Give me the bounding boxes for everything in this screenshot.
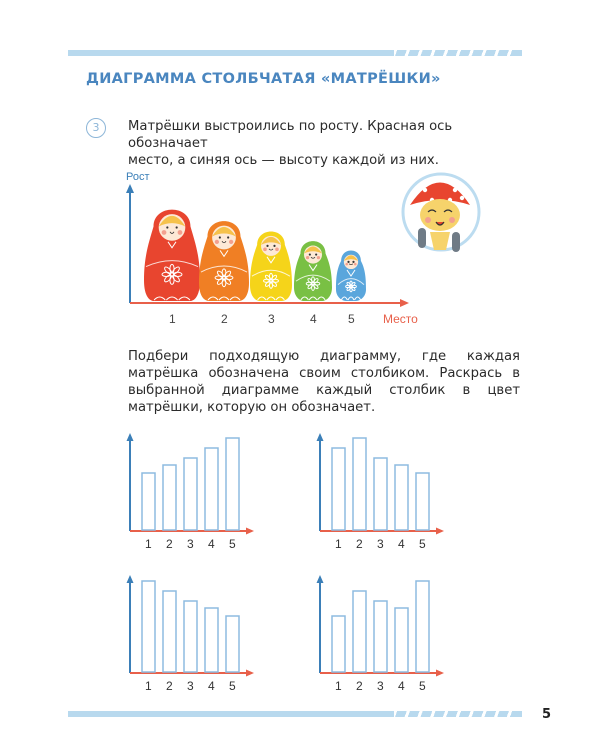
bar-4[interactable] bbox=[394, 464, 409, 531]
bar-label-5: 5 bbox=[229, 537, 236, 551]
matryoshka-doll-1 bbox=[144, 209, 200, 301]
bar-4[interactable] bbox=[394, 607, 409, 673]
y-axis-label: Рост bbox=[126, 171, 150, 183]
bar-label-3: 3 bbox=[187, 679, 194, 693]
bar-4[interactable] bbox=[204, 607, 219, 673]
x-axis-arrow-icon bbox=[246, 669, 254, 677]
bar-2[interactable] bbox=[162, 590, 177, 673]
task-intro-line-2: место, а синяя ось — высоту каждой из ни… bbox=[128, 153, 439, 168]
bar-label-2: 2 bbox=[356, 679, 363, 693]
bar-label-1: 1 bbox=[145, 537, 152, 551]
y-axis-arrow-icon bbox=[316, 433, 324, 441]
bar-label-4: 4 bbox=[398, 679, 405, 693]
matryoshka-doll-5 bbox=[336, 250, 366, 301]
bar-5[interactable] bbox=[225, 437, 240, 531]
bar-3[interactable] bbox=[373, 600, 388, 673]
bar-label-5: 5 bbox=[229, 679, 236, 693]
bar-label-1: 1 bbox=[145, 679, 152, 693]
bar-label-4: 4 bbox=[208, 537, 215, 551]
x-axis-label: Место bbox=[383, 312, 418, 326]
place-label-3: 3 bbox=[268, 312, 275, 326]
page-title: ДИАГРАММА СТОЛБЧАТАЯ «МАТРЁШКИ» bbox=[86, 71, 441, 87]
task-intro: Матрёшки выстроились по росту. Красная о… bbox=[128, 118, 528, 169]
bar-label-4: 4 bbox=[398, 537, 405, 551]
mascot-cat-icon bbox=[401, 172, 481, 252]
bar-4[interactable] bbox=[204, 447, 219, 531]
page-number: 5 bbox=[542, 707, 552, 722]
bar-1[interactable] bbox=[331, 447, 346, 531]
bar-label-2: 2 bbox=[166, 537, 173, 551]
bar-5[interactable] bbox=[225, 615, 240, 673]
bar-label-3: 3 bbox=[187, 537, 194, 551]
footer-stripe bbox=[68, 711, 522, 717]
matryoshka-doll-2 bbox=[199, 221, 249, 301]
bar-label-2: 2 bbox=[166, 679, 173, 693]
bar-2[interactable] bbox=[352, 590, 367, 673]
bar-label-5: 5 bbox=[419, 679, 426, 693]
bar-5[interactable] bbox=[415, 580, 430, 673]
bar-5[interactable] bbox=[415, 472, 430, 531]
task-number-badge: 3 bbox=[86, 118, 106, 138]
place-label-4: 4 bbox=[310, 312, 317, 326]
bar-label-3: 3 bbox=[377, 679, 384, 693]
bar-label-1: 1 bbox=[335, 537, 342, 551]
bar-3[interactable] bbox=[183, 457, 198, 531]
task-intro-line-1: Матрёшки выстроились по росту. Красная о… bbox=[128, 119, 453, 151]
bar-3[interactable] bbox=[183, 600, 198, 673]
matryoshka-doll-3 bbox=[250, 231, 292, 301]
header-stripe-pattern bbox=[394, 50, 512, 56]
place-label-1: 1 bbox=[169, 312, 176, 326]
bar-2[interactable] bbox=[352, 437, 367, 531]
place-label-5: 5 bbox=[348, 312, 355, 326]
bar-1[interactable] bbox=[141, 472, 156, 531]
x-axis-arrow-icon bbox=[436, 669, 444, 677]
task-instruction: Подбери подходящую диаграмму, где каждая… bbox=[128, 349, 520, 415]
y-axis-arrow-icon bbox=[126, 575, 134, 583]
bar-label-5: 5 bbox=[419, 537, 426, 551]
y-axis-arrow-icon bbox=[126, 184, 134, 193]
y-axis-arrow-icon bbox=[126, 433, 134, 441]
bar-1[interactable] bbox=[331, 615, 346, 673]
place-label-2: 2 bbox=[221, 312, 228, 326]
x-axis-arrow-icon bbox=[400, 299, 409, 307]
x-axis-arrow-icon bbox=[436, 527, 444, 535]
bar-label-3: 3 bbox=[377, 537, 384, 551]
footer-stripe-pattern bbox=[394, 711, 512, 717]
bar-label-2: 2 bbox=[356, 537, 363, 551]
x-axis-arrow-icon bbox=[246, 527, 254, 535]
bar-2[interactable] bbox=[162, 464, 177, 531]
header-stripe bbox=[68, 50, 522, 56]
bar-3[interactable] bbox=[373, 457, 388, 531]
bar-1[interactable] bbox=[141, 580, 156, 673]
matryoshka-doll-4 bbox=[294, 241, 332, 301]
bar-label-1: 1 bbox=[335, 679, 342, 693]
y-axis-arrow-icon bbox=[316, 575, 324, 583]
bar-label-4: 4 bbox=[208, 679, 215, 693]
